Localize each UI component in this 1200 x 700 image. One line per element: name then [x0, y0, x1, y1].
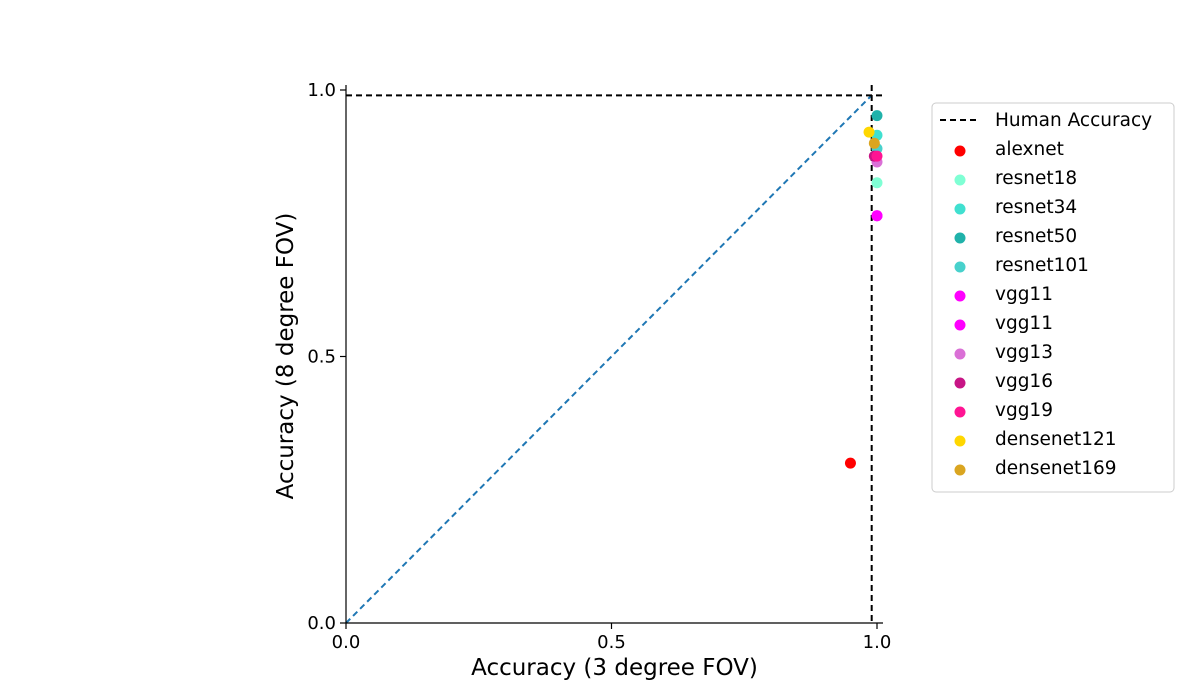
legend-label-vgg11: vgg11 — [995, 284, 1053, 305]
x-tick-label: 0.0 — [332, 632, 361, 653]
y-tick-label: 0.5 — [307, 347, 336, 368]
y-axis-label: Accuracy (8 degree FOV) — [273, 213, 299, 500]
point-resnet18-1 — [871, 177, 883, 189]
x-tick-label: 0.5 — [597, 632, 626, 653]
legend-box — [931, 102, 1175, 493]
point-vgg11-6 — [871, 210, 883, 222]
y-tick-label: 1.0 — [307, 80, 336, 101]
identity-line — [345, 94, 873, 624]
legend-swatch-densenet121 — [954, 435, 966, 447]
legend-label-resnet34: resnet34 — [995, 197, 1077, 218]
legend-swatch-vgg16 — [954, 377, 966, 389]
legend-label-vgg19: vgg19 — [995, 400, 1053, 421]
legend-label-densenet169: densenet169 — [995, 458, 1117, 479]
point-resnet50-3 — [871, 110, 883, 122]
legend-swatch-alexnet — [954, 145, 966, 157]
legend-label-vgg16: vgg16 — [995, 371, 1053, 392]
legend-swatch-vgg13 — [954, 348, 966, 360]
x-axis-label: Accuracy (3 degree FOV) — [471, 655, 758, 681]
legend-label-resnet50: resnet50 — [995, 226, 1077, 247]
legend-human-accuracy-label: Human Accuracy — [995, 110, 1152, 131]
legend-label-vgg13: vgg13 — [995, 342, 1053, 363]
legend-label-densenet121: densenet121 — [995, 429, 1117, 450]
legend-label-resnet101: resnet101 — [995, 255, 1089, 276]
axes: 0.00.0 0.5 0.5 1.0 1.0 — [307, 80, 891, 653]
legend-label-resnet18: resnet18 — [995, 168, 1077, 189]
plot-area — [345, 85, 883, 624]
legend: Human Accuracy alexnet resnet18 resnet34 res… — [931, 102, 1175, 493]
legend-swatch-vgg11 — [954, 319, 966, 331]
legend-swatch-resnet34 — [954, 203, 966, 215]
legend-label-vgg11: vgg11 — [995, 313, 1053, 334]
legend-label-alexnet: alexnet — [995, 139, 1064, 160]
legend-swatch-vgg11 — [954, 290, 966, 302]
point-densenet169-11 — [868, 137, 880, 149]
legend-swatch-resnet18 — [954, 174, 966, 186]
legend-swatch-resnet50 — [954, 232, 966, 244]
legend-swatch-densenet169 — [954, 464, 966, 476]
point-densenet121-10 — [863, 126, 875, 138]
y-tick-label: 0.0 — [307, 613, 336, 634]
point-vgg19-9 — [871, 150, 883, 162]
x-tick-label: 1.0 — [863, 632, 892, 653]
legend-swatch-resnet101 — [954, 261, 966, 273]
point-alexnet-0 — [844, 457, 856, 469]
legend-swatch-vgg19 — [954, 406, 966, 418]
